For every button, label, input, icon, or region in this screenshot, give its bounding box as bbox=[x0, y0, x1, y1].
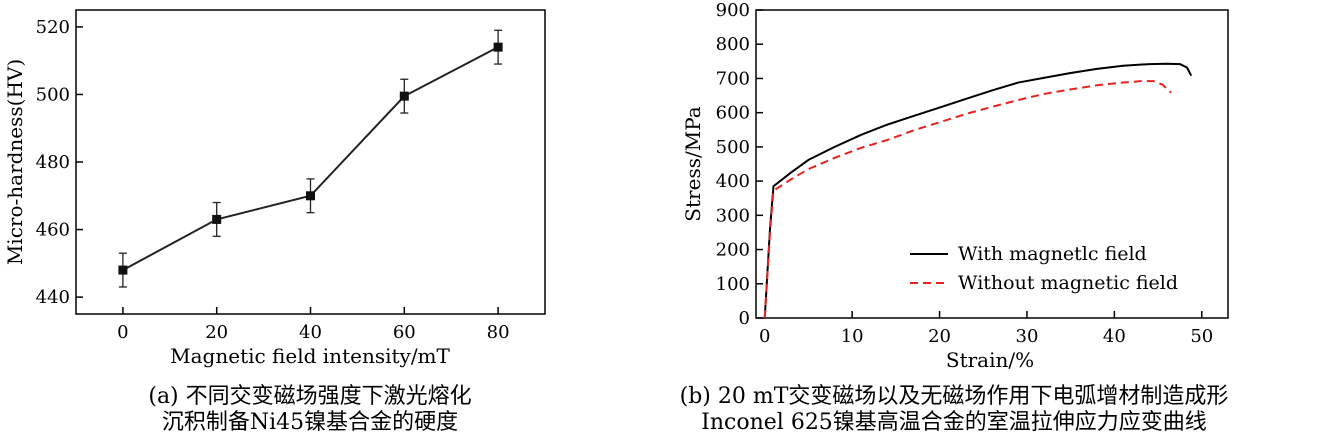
chart-a-series-line bbox=[122, 46, 499, 271]
chart-b-x-tick-label: 20 bbox=[928, 326, 951, 347]
chart-b-legend: With magnetlc field Without magnetic fiel… bbox=[910, 243, 1178, 294]
chart-b-x-tick-label: 50 bbox=[1190, 326, 1213, 347]
chart-a-x-tick-label: 80 bbox=[487, 322, 510, 343]
chart-b-x-axis-label: Strain/% bbox=[946, 348, 1034, 372]
chart-b-y-tick-label: 100 bbox=[716, 274, 750, 295]
chart-b: 0 10 20 30 40 500100200300400500600700800900 … bbox=[681, 0, 1229, 372]
chart-a-caption: (a) 不同交变磁场强度下激光熔化 沉积制备Ni45镍基合金的硬度 bbox=[40, 384, 580, 436]
chart-b-y-tick-label: 0 bbox=[739, 308, 750, 329]
chart-a-data-point bbox=[399, 91, 409, 101]
chart-b-x-tick-label: 10 bbox=[841, 326, 864, 347]
chart-a-y-tick-label: 440 bbox=[36, 287, 70, 308]
chart-b-y-tick-label: 600 bbox=[716, 103, 750, 124]
chart-b-y-tick-label: 900 bbox=[716, 0, 750, 21]
chart-a-y-axis-label: Micro-hardness(HV) bbox=[3, 59, 27, 265]
chart-a-data-point bbox=[212, 214, 222, 224]
chart-b-series-line-1 bbox=[763, 62, 1193, 319]
chart-b-x-tick-label: 40 bbox=[1103, 326, 1126, 347]
chart-a-data-point bbox=[493, 42, 503, 52]
chart-b-y-axis-label: Stress/MPa bbox=[681, 106, 705, 221]
chart-b-caption: (b) 20 mT交变磁场以及无磁场作用下电弧增材制造成形 Inconel 62… bbox=[588, 384, 1320, 436]
chart-a-error-bars bbox=[118, 29, 503, 288]
chart-b-caption-line-1: (b) 20 mT交变磁场以及无磁场作用下电弧增材制造成形 bbox=[679, 384, 1229, 409]
chart-b-y-tick-label: 200 bbox=[716, 240, 750, 261]
chart-b-frame bbox=[755, 9, 1229, 319]
chart-a-x-tick-label: 20 bbox=[205, 322, 228, 343]
chart-a-caption-line-1: (a) 不同交变磁场强度下激光熔化 bbox=[148, 384, 472, 409]
chart-b-y-tick-label: 800 bbox=[716, 34, 750, 55]
chart-b-y-tick-label: 400 bbox=[716, 171, 750, 192]
chart-b-legend-label: With magnetlc field bbox=[958, 243, 1147, 265]
chart-a-data-point bbox=[118, 265, 128, 275]
chart-b-y-tick-label: 500 bbox=[716, 137, 750, 158]
chart-a-caption-line-2: 沉积制备Ni45镍基合金的硬度 bbox=[161, 410, 459, 435]
chart-a-markers bbox=[118, 42, 503, 275]
chart-b-series bbox=[763, 62, 1193, 319]
chart-a-x-tick-label: 60 bbox=[393, 322, 416, 343]
chart-b-y-tick-label: 300 bbox=[716, 205, 750, 226]
chart-a-frame bbox=[75, 9, 546, 315]
chart-a: 0 20 40 60 80 440 460 480 500 520 Magnetic field … bbox=[3, 9, 546, 368]
chart-a-x-tick-label: 40 bbox=[299, 322, 322, 343]
chart-a-data-point bbox=[306, 191, 315, 201]
chart-a-y-tick-label: 500 bbox=[36, 84, 70, 105]
chart-a-y-tick-label: 520 bbox=[36, 17, 70, 38]
chart-a-y-tick-label: 460 bbox=[36, 220, 70, 241]
chart-a-x-axis-label: Magnetic field intensity/mT bbox=[170, 344, 450, 368]
chart-a-x-tick-label: 0 bbox=[117, 322, 128, 343]
chart-b-y-tick-label: 700 bbox=[716, 68, 750, 89]
chart-b-legend-label: Without magnetic field bbox=[958, 272, 1178, 294]
chart-a-ticks: 0 20 40 60 80 440 460 480 500 520 bbox=[36, 17, 510, 343]
chart-b-x-tick-label: 0 bbox=[759, 326, 770, 347]
chart-b-x-tick-label: 30 bbox=[1016, 326, 1039, 347]
chart-b-caption-line-2: Inconel 625镍基高温合金的室温拉伸应力应变曲线 bbox=[701, 410, 1207, 435]
chart-a-y-tick-label: 480 bbox=[36, 152, 70, 173]
